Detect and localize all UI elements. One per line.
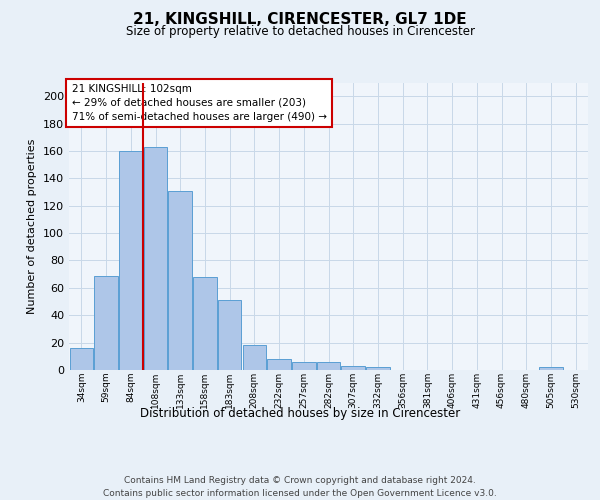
Bar [119, 151, 143, 370]
Bar [193, 277, 217, 370]
Bar [539, 368, 563, 370]
Text: Distribution of detached houses by size in Cirencester: Distribution of detached houses by size … [140, 408, 460, 420]
Y-axis label: Number of detached properties: Number of detached properties [28, 138, 37, 314]
Text: 21 KINGSHILL: 102sqm
← 29% of detached houses are smaller (203)
71% of semi-deta: 21 KINGSHILL: 102sqm ← 29% of detached h… [71, 84, 326, 122]
Bar [242, 346, 266, 370]
Bar [341, 366, 365, 370]
Bar [169, 190, 192, 370]
Bar [144, 147, 167, 370]
Bar [268, 359, 291, 370]
Text: 21, KINGSHILL, CIRENCESTER, GL7 1DE: 21, KINGSHILL, CIRENCESTER, GL7 1DE [133, 12, 467, 28]
Bar [317, 362, 340, 370]
Bar [292, 362, 316, 370]
Bar [70, 348, 93, 370]
Text: Contains HM Land Registry data © Crown copyright and database right 2024.: Contains HM Land Registry data © Crown c… [124, 476, 476, 485]
Text: Size of property relative to detached houses in Cirencester: Size of property relative to detached ho… [125, 25, 475, 38]
Text: Contains public sector information licensed under the Open Government Licence v3: Contains public sector information licen… [103, 489, 497, 498]
Bar [366, 368, 389, 370]
Bar [218, 300, 241, 370]
Bar [94, 276, 118, 370]
